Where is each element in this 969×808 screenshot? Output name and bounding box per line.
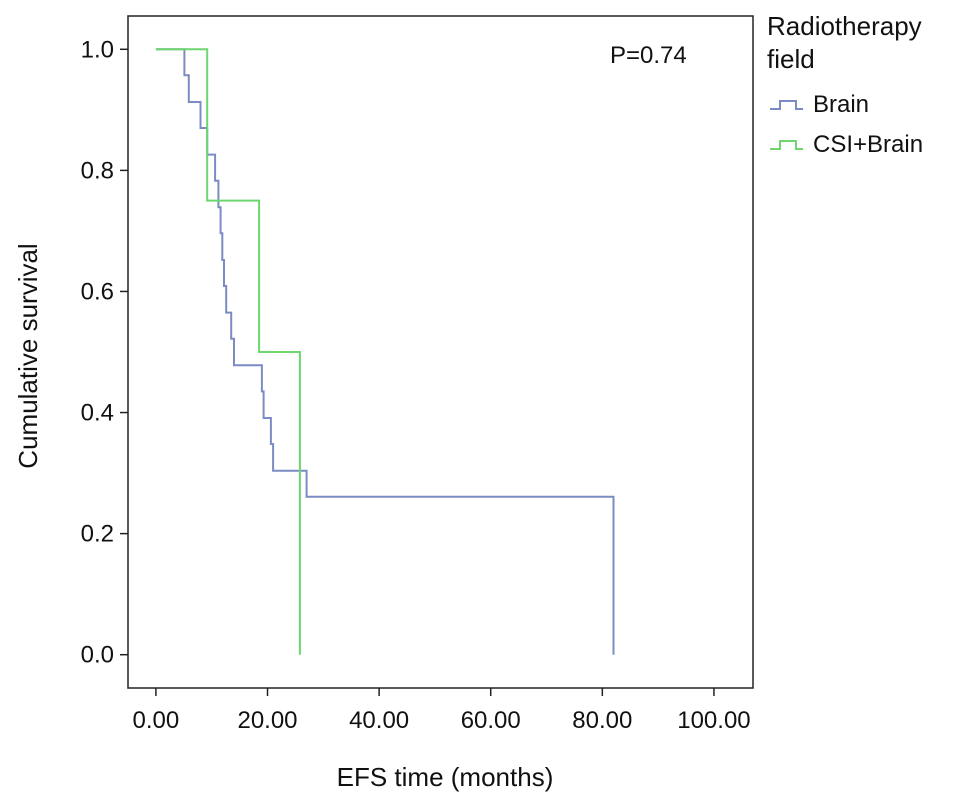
y-axis-title: Cumulative survival: [13, 243, 43, 468]
x-axis-title: EFS time (months): [337, 762, 554, 792]
y-tick-label: 0.4: [81, 400, 114, 427]
legend-title-line-2: field: [767, 44, 815, 74]
legend-label-csi-brain: CSI+Brain: [813, 131, 923, 158]
plot-frame: [127, 15, 754, 689]
legend-title-line-1: Radiotherapy: [767, 11, 922, 41]
y-tick-label: 0.8: [81, 157, 114, 184]
x-tick-label: 80.00: [572, 707, 632, 734]
legend-label-brain: Brain: [813, 91, 869, 118]
x-tick-label: 100.00: [677, 707, 750, 734]
y-tick-label: 0.2: [81, 521, 114, 548]
x-tick-label: 60.00: [461, 707, 521, 734]
x-tick-label: 40.00: [349, 707, 409, 734]
y-tick-label: 0.0: [81, 642, 114, 669]
x-axis: 0.00 20.00 40.00 60.00 80.00 100.00: [133, 688, 751, 734]
y-tick-label: 0.6: [81, 278, 114, 305]
p-value-annotation: P=0.74: [610, 42, 687, 69]
legend-swatch-brain: [770, 100, 803, 110]
legend: Radiotherapy field Brain CSI+Brain: [767, 11, 923, 158]
legend-swatch-csi-brain: [770, 140, 803, 150]
y-axis: 0.0 0.2 0.4 0.6 0.8 1.0: [81, 36, 128, 669]
x-tick-label: 0.00: [133, 707, 180, 734]
curve-csi-brain: [155, 48, 301, 655]
curve-brain: [155, 48, 615, 655]
survival-curves: [155, 48, 615, 655]
x-tick-label: 20.00: [237, 707, 297, 734]
y-tick-label: 1.0: [81, 36, 114, 63]
